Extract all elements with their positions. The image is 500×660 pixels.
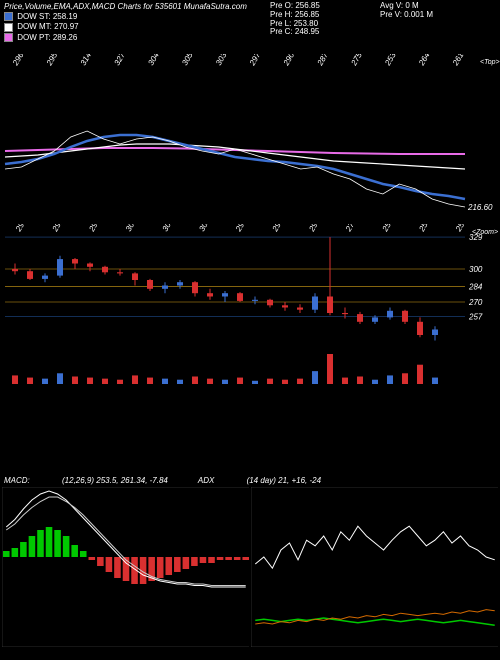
svg-text:290: 290	[281, 54, 296, 68]
svg-text:303: 303	[214, 54, 229, 67]
svg-text:302: 302	[197, 224, 212, 233]
prev-l-label: Pre L:	[270, 19, 291, 28]
prev-h-label: Pre H:	[270, 10, 293, 19]
avg-v-value: 0 M	[405, 1, 418, 10]
svg-text:253: 253	[383, 54, 398, 68]
svg-text:284: 284	[468, 283, 483, 292]
macd-label: MACD:	[4, 476, 30, 485]
svg-text:257: 257	[468, 312, 483, 321]
svg-text:291: 291	[50, 224, 65, 234]
candle-panel[interactable]: 295291294309305302297296290271259252256<…	[0, 224, 500, 404]
svg-text:252: 252	[417, 224, 432, 234]
legend-st-value: 258.19	[53, 12, 77, 21]
svg-text:297: 297	[247, 54, 262, 68]
prev-c-label: Pre C:	[270, 27, 293, 36]
macd-params: (12,26,9) 253.5, 261.34, -7.84	[62, 476, 168, 485]
indicator-header: MACD: (12,26,9) 253.5, 261.34, -7.84 ADX…	[0, 474, 500, 487]
svg-text:329: 329	[469, 233, 483, 242]
svg-text:297: 297	[233, 224, 248, 234]
legend-pt-square	[4, 33, 13, 42]
info-block-1: Pre O: 256.85 Pre H: 256.85 Pre L: 253.8…	[270, 2, 320, 37]
prev-v-label: Pre V:	[380, 10, 402, 19]
adx-label: ADX	[198, 476, 214, 485]
svg-text:216.60: 216.60	[467, 203, 493, 212]
avg-v-label: Avg V:	[380, 1, 403, 10]
legend-pt-value: 289.26	[53, 33, 77, 42]
legend-pt: DOW PT: 289.26	[4, 33, 496, 42]
svg-text:271: 271	[343, 224, 358, 234]
svg-text:296: 296	[270, 224, 285, 234]
chart-container: Price,Volume,EMA,ADX,MACD Charts for 535…	[0, 0, 500, 660]
indicator-row	[0, 487, 500, 647]
adx-panel[interactable]	[251, 487, 498, 647]
svg-text:309: 309	[124, 224, 139, 233]
svg-text:327: 327	[112, 54, 127, 67]
prev-o-label: Pre O:	[270, 1, 293, 10]
spacer	[0, 404, 500, 474]
legend-mt-value: 270.97	[54, 22, 78, 31]
svg-text:259: 259	[380, 224, 395, 234]
legend-pt-label: DOW PT:	[17, 33, 50, 42]
svg-text:294: 294	[87, 224, 102, 234]
legend-mt: DOW MT: 270.97	[4, 22, 496, 31]
svg-text:290: 290	[307, 224, 322, 234]
svg-text:264: 264	[417, 54, 432, 68]
macd-panel[interactable]	[2, 487, 249, 647]
prev-v-value: 0.001 M	[404, 10, 433, 19]
svg-text:287: 287	[315, 54, 330, 68]
legend-st-label: DOW ST:	[17, 12, 50, 21]
svg-text:300: 300	[469, 265, 483, 274]
header-area: Price,Volume,EMA,ADX,MACD Charts for 535…	[0, 0, 500, 54]
svg-text:275: 275	[349, 54, 364, 68]
legend-mt-square	[4, 23, 13, 32]
prev-h-value: 256.85	[295, 10, 319, 19]
svg-text:270: 270	[468, 298, 483, 307]
svg-text:<Top>: <Top>	[480, 59, 500, 66]
legend-mt-label: DOW MT:	[17, 22, 52, 31]
svg-text:305: 305	[161, 224, 176, 233]
svg-text:314: 314	[79, 54, 94, 67]
svg-text:305: 305	[180, 54, 195, 67]
prev-o-value: 256.85	[295, 1, 319, 10]
legend-st-square	[4, 12, 13, 21]
info-block-2: Avg V: 0 M Pre V: 0.001 M	[380, 2, 433, 20]
svg-text:295: 295	[13, 224, 28, 234]
svg-text:304: 304	[146, 54, 161, 67]
svg-text:256: 256	[453, 224, 468, 234]
svg-text:261: 261	[450, 54, 465, 68]
prev-c-value: 248.95	[295, 27, 319, 36]
adx-params: (14 day) 21, +16, -24	[247, 476, 322, 485]
svg-text:296: 296	[10, 54, 25, 68]
svg-text:295: 295	[44, 54, 59, 68]
prev-l-value: 253.80	[294, 19, 318, 28]
ema-panel[interactable]: 296 295 314 327 304 305 303 297 290 287 275 253 264 2…	[0, 54, 500, 224]
